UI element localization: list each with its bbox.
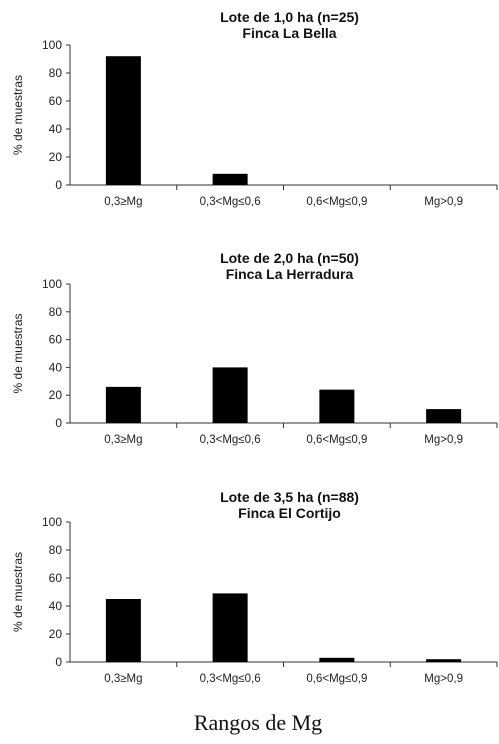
x-tick-label: 0,6<Mg≤0,9 [306, 434, 367, 446]
y-axis-label: % de muestras [11, 75, 25, 155]
bar [105, 386, 141, 423]
x-tick-label: Mg>0,9 [424, 434, 463, 446]
x-tick-label: 0,6<Mg≤0,9 [306, 196, 367, 208]
x-tick-label: Mg>0,9 [424, 673, 463, 685]
y-tick-label: 100 [42, 515, 62, 529]
y-tick-label: 0 [55, 416, 62, 430]
y-tick-label: 100 [42, 277, 62, 291]
y-tick-label: 80 [49, 66, 63, 80]
y-tick-label: 20 [49, 388, 63, 402]
y-tick-label: 60 [49, 333, 63, 347]
y-tick-label: 40 [49, 599, 63, 613]
x-tick-label: 0,3≥Mg [104, 673, 142, 685]
x-tick-label: Mg>0,9 [424, 196, 463, 208]
x-tick-label: 0,3<Mg≤0,6 [200, 434, 261, 446]
y-tick-label: 60 [49, 94, 63, 108]
y-tick-label: 80 [49, 543, 63, 557]
y-tick-label: 40 [49, 122, 63, 136]
y-tick-label: 80 [49, 305, 63, 319]
y-tick-label: 0 [55, 178, 62, 192]
x-axis-label: Rangos de Mg [194, 710, 322, 735]
chart-title: Lote de 2,0 ha (n=50) [220, 250, 359, 266]
y-tick-label: 0 [55, 655, 62, 669]
x-tick-label: 0,3<Mg≤0,6 [200, 673, 261, 685]
y-tick-label: 40 [49, 360, 63, 374]
chart-title: Lote de 1,0 ha (n=25) [220, 9, 359, 25]
y-tick-label: 60 [49, 571, 63, 585]
y-tick-label: 20 [49, 150, 63, 164]
y-tick-label: 100 [42, 38, 62, 52]
bar [319, 657, 355, 662]
chart-subtitle: Finca La Herradura [226, 266, 354, 282]
x-tick-label: 0,3≥Mg [104, 434, 142, 446]
x-tick-label: 0,3<Mg≤0,6 [200, 196, 261, 208]
x-tick-label: 0,3≥Mg [104, 196, 142, 208]
chart-title: Lote de 3,5 ha (n=88) [220, 489, 359, 505]
y-tick-label: 20 [49, 627, 63, 641]
y-axis-label: % de muestras [11, 552, 25, 632]
bar [212, 593, 248, 662]
chart-panel-3: Lote de 3,5 ha (n=88)Finca El Cortijo % d… [11, 489, 498, 685]
bar [105, 56, 141, 186]
chart-panel-1: Lote de 1,0 ha (n=25)Finca La Bella % de … [11, 9, 498, 208]
bar [426, 409, 462, 423]
chart-panel-2: Lote de 2,0 ha (n=50)Finca La Herradura%… [11, 250, 498, 446]
chart-subtitle: Finca El Cortijo [238, 505, 341, 521]
bar [426, 659, 462, 662]
y-axis-label: % de muestras [11, 313, 25, 393]
chart-subtitle: Finca La Bella [242, 25, 336, 41]
bar [212, 173, 248, 185]
bar [212, 367, 248, 423]
bar [319, 389, 355, 423]
bar [105, 599, 141, 662]
x-tick-label: 0,6<Mg≤0,9 [306, 673, 367, 685]
